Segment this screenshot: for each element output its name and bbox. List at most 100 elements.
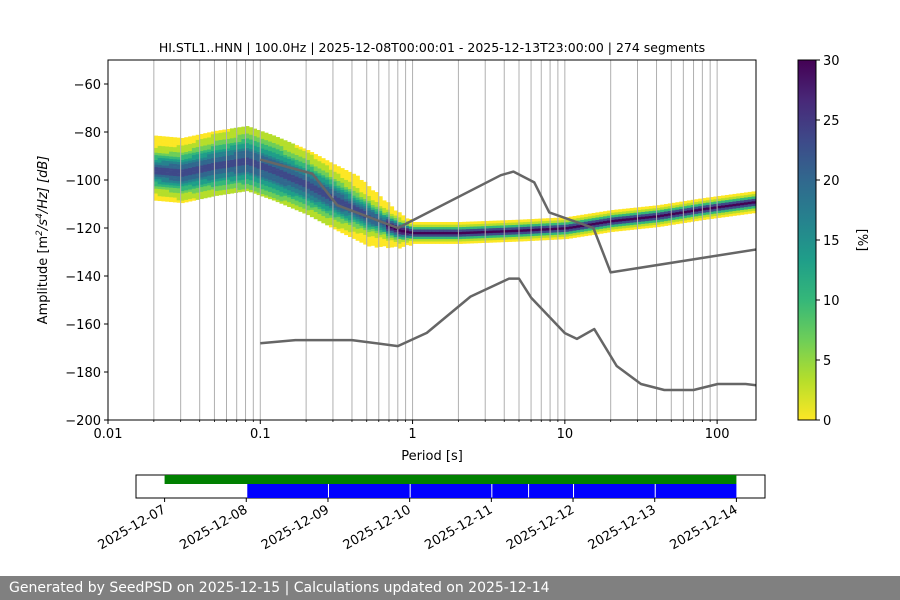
- density-cell: [226, 157, 231, 161]
- density-cell: [226, 145, 231, 149]
- density-cell: [233, 130, 238, 133]
- density-cell: [226, 188, 231, 192]
- density-cell: [663, 213, 669, 217]
- density-cell: [317, 206, 322, 210]
- density-cell: [218, 144, 223, 148]
- density-cell: [283, 152, 288, 155]
- footer-banner: Generated by SeedPSD on 2025-12-15 | Cal…: [0, 576, 900, 600]
- density-cell: [610, 212, 615, 216]
- density-cell: [279, 148, 284, 151]
- density-cell: [241, 150, 246, 154]
- density-cell: [367, 217, 372, 221]
- density-cell: [260, 150, 265, 154]
- density-cell: [397, 236, 402, 239]
- density-cell: [157, 147, 162, 151]
- density-cell: [237, 158, 242, 162]
- density-cell: [553, 236, 558, 240]
- density-cell: [671, 222, 676, 225]
- density-cell: [336, 197, 341, 201]
- density-cell: [264, 132, 269, 136]
- density-cell: [298, 182, 303, 186]
- density-cell: [210, 177, 216, 180]
- density-cell: [188, 198, 193, 202]
- density-cell: [290, 193, 296, 197]
- density-cell: [218, 163, 223, 167]
- density-cell: [485, 232, 490, 236]
- density-cell: [271, 176, 277, 179]
- density-cell: [264, 166, 269, 169]
- density-cell: [344, 220, 349, 224]
- density-cell: [355, 178, 360, 181]
- density-cell: [667, 217, 672, 221]
- density-cell: [477, 223, 482, 227]
- density-cell: [317, 201, 322, 205]
- density-cell: [386, 238, 391, 241]
- density-cell: [321, 177, 326, 181]
- density-cell: [458, 236, 463, 240]
- density-cell: [382, 210, 387, 213]
- density-cell: [290, 155, 296, 159]
- density-cell: [721, 202, 726, 206]
- density-cell: [523, 231, 528, 235]
- density-cell: [530, 235, 535, 239]
- density-cell: [500, 237, 505, 240]
- density-cell: [249, 136, 254, 140]
- density-cell: [663, 218, 669, 222]
- density-cell: [397, 221, 402, 225]
- density-cell: [191, 140, 197, 144]
- density-cell: [176, 178, 181, 182]
- density-cell: [713, 206, 718, 209]
- density-cell: [328, 174, 334, 177]
- density-cell: [229, 133, 235, 136]
- density-cell: [245, 178, 250, 182]
- density-cell: [565, 236, 570, 240]
- density-cell: [199, 141, 204, 144]
- density-cell: [317, 218, 322, 222]
- density-cell: [473, 240, 478, 244]
- density-cell: [709, 199, 714, 203]
- density-cell: [393, 212, 398, 216]
- density-cell: [207, 185, 212, 188]
- density-cell: [210, 145, 216, 149]
- density-cell: [359, 184, 364, 188]
- density-cell: [245, 140, 250, 144]
- density-cell: [172, 190, 178, 193]
- density-cell: [591, 212, 596, 216]
- density-cell: [207, 141, 212, 145]
- density-cell: [743, 209, 749, 212]
- density-cell: [203, 137, 208, 141]
- density-cell: [332, 226, 337, 230]
- density-cell: [249, 168, 254, 171]
- density-cell: [595, 212, 600, 216]
- density-cell: [275, 151, 280, 155]
- density-cell: [203, 181, 208, 184]
- density-cell: [210, 179, 216, 183]
- density-cell: [332, 197, 337, 201]
- density-cell: [203, 157, 208, 160]
- density-cell: [214, 149, 219, 153]
- density-cell: [675, 216, 680, 220]
- density-cell: [393, 227, 398, 230]
- density-cell: [397, 229, 402, 232]
- density-cell: [363, 241, 368, 245]
- density-cell: [169, 199, 174, 203]
- density-cell: [309, 212, 315, 215]
- density-cell: [458, 224, 463, 228]
- density-cell: [195, 134, 200, 138]
- density-cell: [698, 203, 703, 207]
- density-cell: [450, 236, 455, 240]
- density-cell: [397, 231, 402, 235]
- density-cell: [191, 150, 197, 153]
- density-cell: [260, 136, 265, 139]
- density-cell: [557, 227, 562, 230]
- density-cell: [336, 211, 341, 215]
- density-cell: [313, 166, 318, 169]
- density-cell: [169, 175, 174, 179]
- density-cell: [427, 231, 433, 235]
- density-cell: [477, 228, 482, 232]
- density-cell: [203, 154, 208, 158]
- density-cell: [325, 184, 330, 187]
- density-cell: [172, 144, 178, 148]
- density-cell: [294, 149, 299, 153]
- density-cell: [245, 166, 250, 170]
